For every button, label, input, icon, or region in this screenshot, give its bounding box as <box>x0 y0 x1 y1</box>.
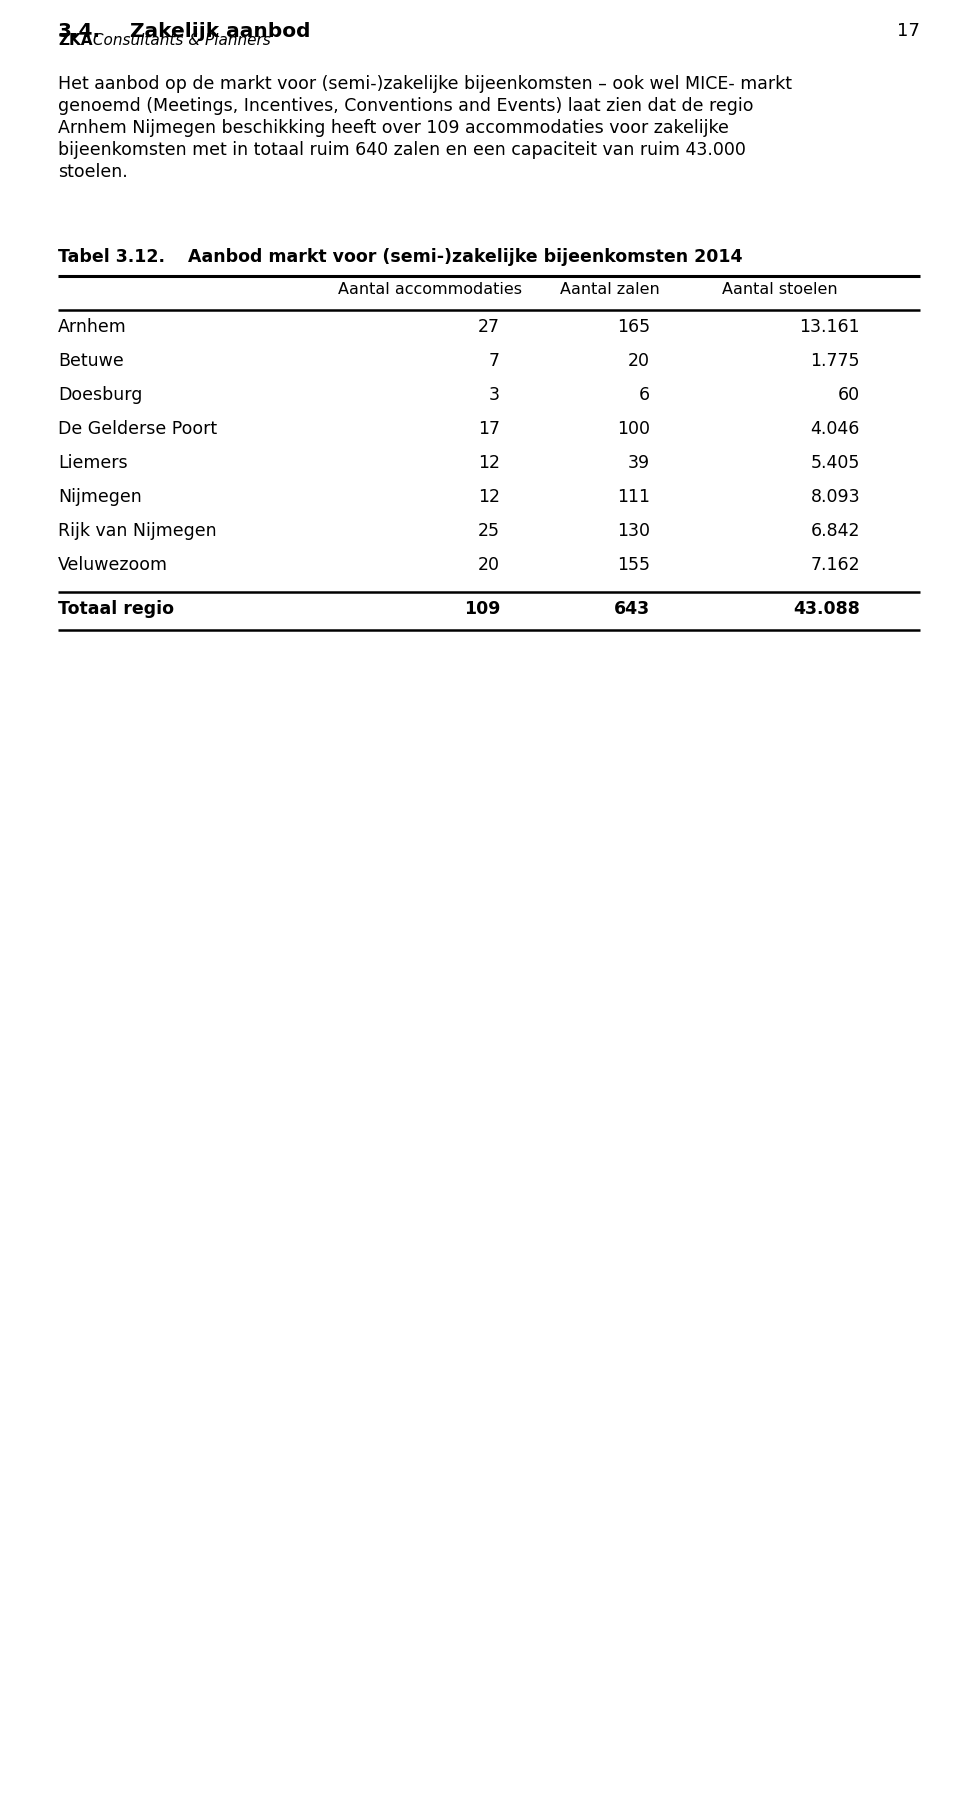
Text: Het aanbod op de markt voor (semi-)zakelijke bijeenkomsten – ook wel MICE- markt: Het aanbod op de markt voor (semi-)zakel… <box>58 74 792 92</box>
Text: Nijmegen: Nijmegen <box>58 488 142 506</box>
Text: 27: 27 <box>478 317 500 335</box>
Text: Consultants & Planners: Consultants & Planners <box>88 33 271 47</box>
Text: Aantal zalen: Aantal zalen <box>560 283 660 297</box>
Text: 12: 12 <box>478 453 500 471</box>
Text: Arnhem Nijmegen beschikking heeft over 109 accommodaties voor zakelijke: Arnhem Nijmegen beschikking heeft over 1… <box>58 120 729 138</box>
Text: 39: 39 <box>628 453 650 471</box>
Text: 6.842: 6.842 <box>810 522 860 540</box>
Text: Totaal regio: Totaal regio <box>58 600 174 618</box>
Text: 20: 20 <box>478 557 500 575</box>
Text: 5.405: 5.405 <box>810 453 860 471</box>
Text: 17: 17 <box>898 22 920 40</box>
Text: 111: 111 <box>617 488 650 506</box>
Text: 7.162: 7.162 <box>810 557 860 575</box>
Text: 109: 109 <box>464 600 500 618</box>
Text: 3.4.: 3.4. <box>58 22 101 42</box>
Text: 12: 12 <box>478 488 500 506</box>
Text: Veluwezoom: Veluwezoom <box>58 557 168 575</box>
Text: genoemd (Meetings, Incentives, Conventions and Events) laat zien dat de regio: genoemd (Meetings, Incentives, Conventio… <box>58 98 754 114</box>
Text: stoelen.: stoelen. <box>58 163 128 181</box>
Text: 1.775: 1.775 <box>810 352 860 370</box>
Text: bijeenkomsten met in totaal ruim 640 zalen en een capaciteit van ruim 43.000: bijeenkomsten met in totaal ruim 640 zal… <box>58 141 746 160</box>
Text: 20: 20 <box>628 352 650 370</box>
Text: 100: 100 <box>617 421 650 439</box>
Text: Betuwe: Betuwe <box>58 352 124 370</box>
Text: Liemers: Liemers <box>58 453 128 471</box>
Text: 6: 6 <box>638 386 650 404</box>
Text: 7: 7 <box>489 352 500 370</box>
Text: 643: 643 <box>613 600 650 618</box>
Text: 43.088: 43.088 <box>793 600 860 618</box>
Text: Aanbod markt voor (semi-)zakelijke bijeenkomsten 2014: Aanbod markt voor (semi-)zakelijke bijee… <box>188 248 742 267</box>
Text: Aantal accommodaties: Aantal accommodaties <box>338 283 522 297</box>
Text: 17: 17 <box>478 421 500 439</box>
Text: Arnhem: Arnhem <box>58 317 127 335</box>
Text: 165: 165 <box>617 317 650 335</box>
Text: Rijk van Nijmegen: Rijk van Nijmegen <box>58 522 217 540</box>
Text: 25: 25 <box>478 522 500 540</box>
Text: 3: 3 <box>489 386 500 404</box>
Text: 155: 155 <box>617 557 650 575</box>
Text: Doesburg: Doesburg <box>58 386 142 404</box>
Text: 8.093: 8.093 <box>810 488 860 506</box>
Text: Tabel 3.12.: Tabel 3.12. <box>58 248 165 267</box>
Text: 4.046: 4.046 <box>810 421 860 439</box>
Text: Zakelijk aanbod: Zakelijk aanbod <box>130 22 310 42</box>
Text: De Gelderse Poort: De Gelderse Poort <box>58 421 217 439</box>
Text: 13.161: 13.161 <box>800 317 860 335</box>
Text: 60: 60 <box>838 386 860 404</box>
Text: ZKA: ZKA <box>58 33 92 47</box>
Text: 130: 130 <box>617 522 650 540</box>
Text: Aantal stoelen: Aantal stoelen <box>722 283 838 297</box>
